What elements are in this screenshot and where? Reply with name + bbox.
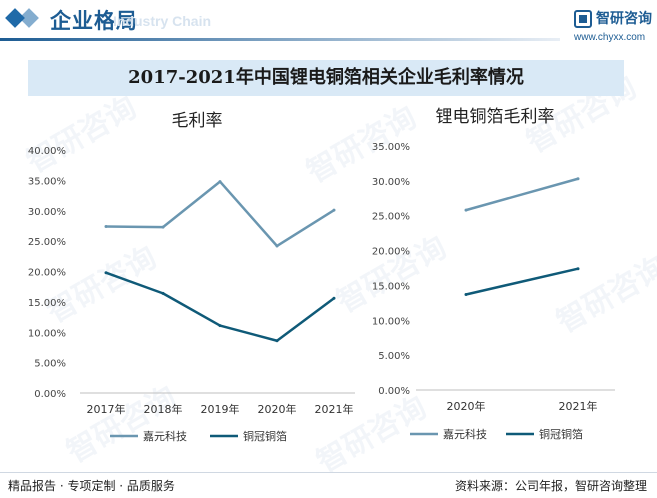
x-tick-label: 2018年: [144, 402, 183, 416]
y-tick-label: 15.00%: [28, 298, 66, 309]
series-line-1: [465, 177, 579, 212]
section-subtitle: Industry Chain: [113, 13, 212, 29]
header-divider: [0, 38, 560, 41]
y-tick-label: 35.00%: [28, 176, 66, 187]
y-tick-label: 20.00%: [372, 247, 410, 258]
logo-icon: [574, 10, 592, 28]
series-line-1: [105, 180, 335, 248]
footer-slogan: 精品报告 · 专项定制 · 品质服务: [8, 479, 175, 493]
y-tick-label: 25.00%: [372, 212, 410, 223]
y-tick-label: 20.00%: [28, 268, 66, 279]
data-point: [104, 271, 108, 275]
y-tick-label: 15.00%: [372, 281, 410, 292]
y-tick-label: 10.00%: [28, 328, 66, 339]
data-point: [275, 244, 279, 248]
x-tick-label: 2020年: [258, 402, 297, 416]
logo-name: 智研咨询: [596, 11, 652, 27]
x-tick-label: 2017年: [87, 402, 126, 416]
y-tick-label: 30.00%: [28, 207, 66, 218]
logo-url: www.chyxx.com: [574, 32, 646, 43]
chart-lithium-copper-foil-margin: 锂电铜箔毛利率 0.00% 5.00% 10.00% 15.00% 20.00% 25.0…: [372, 107, 615, 441]
legend-label: 嘉元科技: [143, 429, 187, 443]
data-point: [161, 291, 165, 295]
x-tick-label: 2021年: [315, 402, 354, 416]
y-tick-label: 30.00%: [372, 177, 410, 188]
series-line-2: [105, 271, 335, 343]
page-header: 企业格局 Industry Chain 智研咨询 www.chyxx.com: [0, 0, 657, 44]
x-tick-label: 2021年: [559, 399, 598, 413]
chart-main-title: 2017-2021年中国锂电铜箔相关企业毛利率情况: [128, 67, 524, 88]
data-point: [576, 267, 580, 271]
section-title: 企业格局: [50, 9, 138, 33]
data-point: [576, 177, 580, 181]
data-point: [104, 225, 108, 229]
series-line-2: [465, 267, 579, 296]
data-point: [218, 180, 222, 184]
data-point: [275, 339, 279, 343]
legend-label: 嘉元科技: [443, 427, 487, 441]
chart-title-bar: 2017-2021年中国锂电铜箔相关企业毛利率情况: [28, 60, 624, 96]
y-tick-label: 5.00%: [378, 351, 410, 362]
legend-label: 铜冠铜箔: [243, 429, 287, 443]
data-point: [161, 225, 165, 229]
data-point: [332, 208, 336, 212]
y-tick-label: 25.00%: [28, 237, 66, 248]
data-point: [464, 208, 468, 212]
data-point: [464, 292, 468, 296]
diamond-icon: [19, 8, 39, 28]
chart-title: 毛利率: [172, 111, 223, 131]
legend-label: 铜冠铜箔: [539, 427, 583, 441]
data-point: [218, 324, 222, 328]
y-tick-label: 0.00%: [378, 386, 410, 397]
chart-title: 锂电铜箔毛利率: [436, 107, 555, 127]
y-tick-label: 10.00%: [372, 316, 410, 327]
x-tick-label: 2019年: [201, 402, 240, 416]
y-tick-label: 35.00%: [372, 142, 410, 153]
y-tick-label: 0.00%: [34, 389, 66, 400]
chart-gross-margin: 毛利率 0.00% 5.00% 10.00% 15.00% 20.00% 25.00% 30…: [28, 111, 355, 443]
y-tick-label: 40.00%: [28, 146, 66, 157]
page-footer: 精品报告 · 专项定制 · 品质服务 资料来源：公司年报，智研咨询整理: [0, 472, 657, 498]
x-tick-label: 2020年: [447, 399, 486, 413]
y-tick-label: 5.00%: [34, 359, 66, 370]
footer-source: 资料来源：公司年报，智研咨询整理: [454, 479, 647, 493]
data-point: [332, 296, 336, 300]
